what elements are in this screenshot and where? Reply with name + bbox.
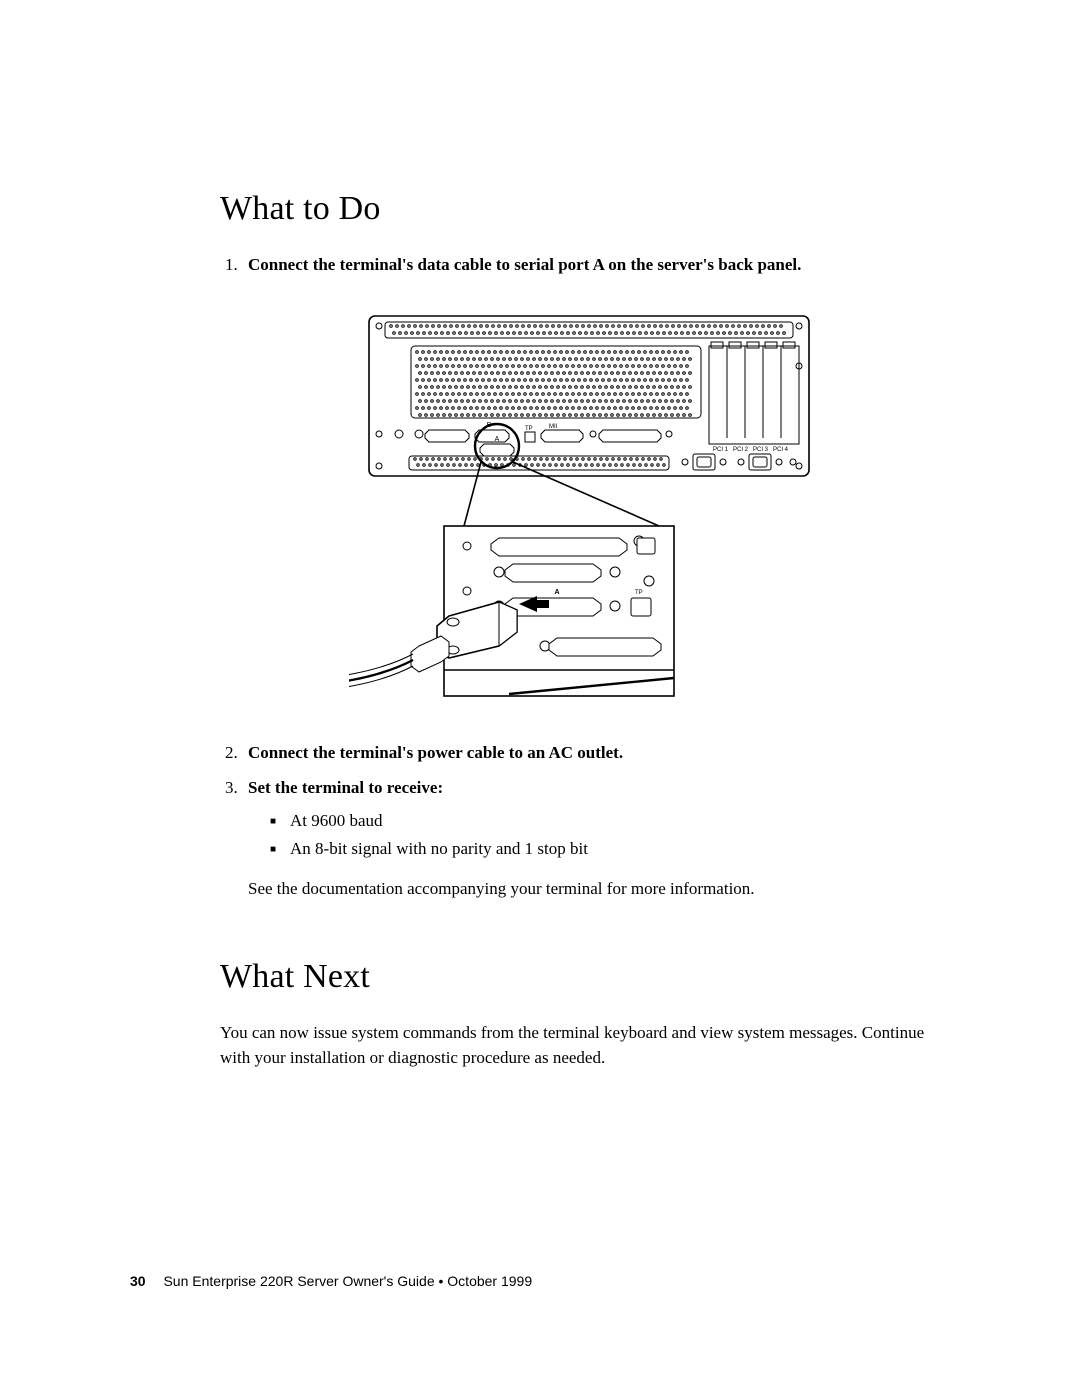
figure-container: PCI 1 PCI 2 PCI 3 PCI 4 B xyxy=(248,306,930,716)
step-3-bullets: At 9600 baud An 8-bit signal with no par… xyxy=(270,807,930,865)
step-2: Connect the terminal's power cable to an… xyxy=(242,740,930,766)
page-footer: 30 Sun Enterprise 220R Server Owner's Gu… xyxy=(130,1273,532,1289)
heading-what-next: What Next xyxy=(220,958,930,996)
inset-label-a: A xyxy=(554,589,559,596)
bullet-signal: An 8-bit signal with no parity and 1 sto… xyxy=(270,835,930,864)
step-1: Connect the terminal's data cable to ser… xyxy=(242,252,930,716)
server-rear-panel-diagram: PCI 1 PCI 2 PCI 3 PCI 4 B xyxy=(349,306,829,716)
step-1-text: Connect the terminal's data cable to ser… xyxy=(248,255,801,274)
label-pci4: PCI 4 xyxy=(773,447,789,453)
page-number: 30 xyxy=(130,1273,146,1289)
step-3: Set the terminal to receive: At 9600 bau… xyxy=(242,775,930,902)
label-port-a: A xyxy=(495,436,500,443)
see-documentation-text: See the documentation accompanying your … xyxy=(248,876,930,902)
label-pci3: PCI 3 xyxy=(753,447,769,453)
label-pci2: PCI 2 xyxy=(733,447,749,453)
what-next-section: What Next You can now issue system comma… xyxy=(220,958,930,1071)
step-2-text: Connect the terminal's power cable to an… xyxy=(248,743,623,762)
steps-list: Connect the terminal's data cable to ser… xyxy=(220,252,930,902)
step-3-text: Set the terminal to receive: xyxy=(248,778,443,797)
label-mii: MII xyxy=(549,424,558,430)
inset-label-tp: TP xyxy=(635,590,643,596)
label-tp: TP xyxy=(525,426,533,432)
heading-what-to-do: What to Do xyxy=(220,190,930,228)
bullet-baud: At 9600 baud xyxy=(270,807,930,836)
document-page: What to Do Connect the terminal's data c… xyxy=(0,0,1080,1397)
footer-title: Sun Enterprise 220R Server Owner's Guide… xyxy=(163,1273,532,1289)
what-next-body: You can now issue system commands from t… xyxy=(220,1020,930,1071)
label-pci1: PCI 1 xyxy=(713,447,729,453)
inset-closeup: A TP xyxy=(349,526,674,696)
